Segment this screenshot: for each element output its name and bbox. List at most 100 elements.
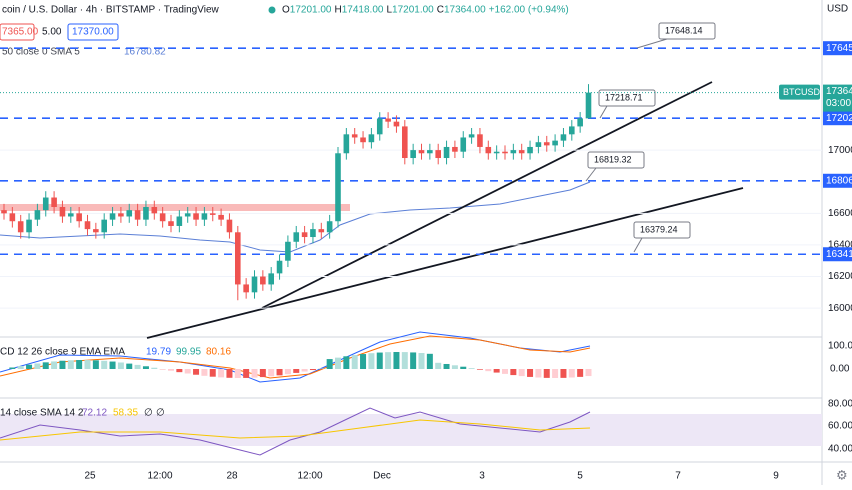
macd-bar [210, 369, 216, 377]
candle-body [344, 134, 350, 153]
candle-body [319, 229, 325, 232]
macd-legend: CD 12 26 close 9 EMA EMA [0, 347, 125, 358]
price-tick-label: 16600 [828, 208, 852, 219]
macd-bar [435, 363, 441, 369]
callout-label: 16819.32 [594, 154, 632, 164]
candle-body [494, 152, 500, 154]
candle-body [335, 153, 341, 221]
candle-body [85, 221, 91, 229]
ohlc-value: 17364.00 [444, 5, 486, 16]
candle-body [435, 150, 441, 158]
candle-body [135, 210, 141, 219]
macd-bar [285, 369, 291, 374]
macd-tick: 100.00 [828, 341, 852, 352]
time-tick-label: 9 [773, 471, 779, 482]
macd-bar [385, 352, 391, 369]
buy-price: 17370.00 [72, 27, 114, 38]
time-tick-label: 3 [479, 471, 485, 482]
macd-bar [377, 353, 383, 369]
candle-body [477, 134, 483, 147]
candle-body [235, 232, 241, 284]
macd-bar [243, 369, 249, 378]
macd-bar [444, 364, 450, 369]
callout-label: 16379.24 [640, 224, 678, 234]
candle-body [252, 277, 258, 293]
macd-bar [469, 368, 475, 369]
candle-body [51, 198, 57, 207]
callout-label: 17648.14 [665, 25, 703, 35]
candle-body [410, 150, 416, 158]
candle-body [35, 210, 41, 219]
macd-bar [452, 365, 458, 369]
level-label: 16806 [826, 175, 852, 186]
candle-body [177, 216, 183, 225]
macd-bar [18, 366, 24, 369]
macd-bar [327, 359, 333, 369]
candle-body [18, 221, 24, 232]
macd-bar [135, 365, 141, 369]
macd-bar [552, 369, 558, 378]
macd-bar [151, 368, 157, 369]
macd-bar [360, 354, 366, 369]
macd-bar [260, 369, 266, 377]
rsi-value: ∅ [156, 408, 165, 419]
macd-bar [268, 369, 274, 376]
candle-body [277, 261, 283, 274]
candle-body [377, 119, 383, 135]
macd-bar [535, 369, 541, 378]
sma-legend: 50 close 0 SMA 5 [2, 47, 80, 58]
candle-body [369, 134, 375, 142]
candle-body [126, 210, 132, 216]
macd-bar [577, 369, 583, 377]
candle-body [260, 277, 266, 285]
rsi-tick: 60.00 [828, 421, 852, 432]
candle-body [285, 242, 291, 261]
candle-body [110, 213, 116, 219]
level-label: 17202 [826, 113, 852, 124]
candle-body [352, 134, 358, 137]
ohlc-value: 17201.00 [392, 5, 434, 16]
macd-bar [302, 369, 308, 372]
macd-bar [235, 369, 241, 378]
candle-body [143, 207, 149, 220]
macd-bar [252, 369, 258, 378]
candle-body [577, 118, 583, 126]
candle-body [419, 150, 425, 153]
callout-label: 17218.71 [605, 92, 643, 102]
candle-body [544, 142, 550, 145]
macd-bar [544, 369, 550, 378]
price-tick-label: 16000 [828, 303, 852, 314]
rsi-legend: 14 close SMA 14 2 [0, 408, 84, 419]
rsi-tick: 40.00 [828, 444, 852, 455]
candle-body [227, 220, 233, 233]
candle-body [427, 150, 433, 153]
status-dot [269, 7, 276, 14]
settings-icon[interactable]: ⚙ [836, 467, 848, 482]
macd-bar [43, 362, 49, 369]
candle-body [486, 147, 492, 153]
macd-bar [352, 355, 358, 369]
candle-body [76, 213, 82, 221]
candle-body [385, 119, 391, 122]
macd-bar [168, 369, 174, 371]
macd-bar [393, 352, 399, 369]
macd-value: 80.16 [206, 347, 231, 358]
currency: USD [827, 4, 848, 15]
candle-body [68, 213, 74, 216]
macd-bar [176, 369, 182, 372]
macd-bar [93, 360, 99, 369]
candle-body [268, 273, 274, 284]
candle-body [586, 93, 592, 119]
ohlc-value: 17201.00 [290, 5, 332, 16]
time-tick-label: 25 [84, 471, 96, 482]
candle-body [536, 142, 542, 147]
candle-body [502, 152, 508, 154]
macd-bar [410, 352, 416, 369]
candle-body [243, 284, 249, 292]
time-tick-label: 28 [226, 471, 238, 482]
rsi-value: 58.35 [113, 408, 138, 419]
candle-body [43, 198, 49, 211]
symbol-label: BTCUSD [783, 87, 821, 97]
candle-body [160, 213, 166, 221]
countdown: 03:00 [826, 98, 851, 109]
